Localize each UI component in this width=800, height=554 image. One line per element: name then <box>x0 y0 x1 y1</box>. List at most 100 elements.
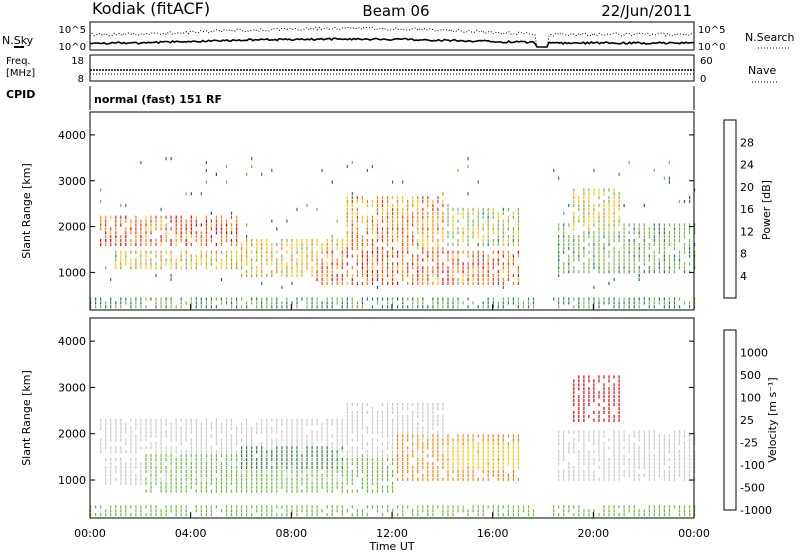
velocity-cell <box>371 410 374 414</box>
velocity-cell <box>276 505 278 509</box>
power-cell <box>492 239 494 243</box>
velocity-cell <box>583 379 585 383</box>
power-cell <box>261 270 263 274</box>
power-cell <box>387 305 389 309</box>
velocity-cell <box>266 485 268 489</box>
velocity-cell <box>573 399 575 403</box>
velocity-cell <box>462 446 464 450</box>
power-cell <box>412 231 414 235</box>
power-cell <box>658 235 660 239</box>
power-cell <box>663 262 665 266</box>
velocity-cell <box>311 465 313 470</box>
velocity-cell <box>125 513 127 517</box>
velocity-cell <box>210 454 212 458</box>
power-cell <box>311 246 313 250</box>
power-cell <box>643 223 645 227</box>
velocity-cell <box>105 446 107 450</box>
power-cell <box>225 180 228 184</box>
power-cell <box>663 176 665 180</box>
power-cell <box>598 227 600 231</box>
power-cell <box>583 188 585 192</box>
power-cell <box>236 239 238 243</box>
power-cell <box>477 305 479 309</box>
velocity-cell <box>281 446 283 450</box>
velocity-cell <box>351 414 353 418</box>
velocity-cell <box>663 450 665 454</box>
power-cell <box>125 227 127 231</box>
velocity-cell <box>663 477 665 481</box>
velocity-cell <box>588 454 590 458</box>
power-cell <box>140 231 142 235</box>
velocity-cell <box>261 462 263 466</box>
velocity-cell <box>246 454 248 458</box>
velocity-cell <box>261 458 263 462</box>
power-cell <box>155 242 157 247</box>
power-cell <box>422 227 424 231</box>
velocity-cell <box>678 473 681 477</box>
power-cell <box>160 262 162 266</box>
power-cell <box>653 301 655 305</box>
velocity-cell <box>628 505 630 509</box>
velocity-cell <box>361 465 363 470</box>
velocity-cell <box>150 430 152 434</box>
power-cell <box>588 305 590 309</box>
power-cell <box>633 297 635 301</box>
power-cell <box>427 270 429 274</box>
power-cell <box>517 219 519 223</box>
velocity-cell <box>125 465 127 470</box>
velocity-cell <box>160 446 162 450</box>
velocity-cell <box>371 477 374 481</box>
power-cell <box>256 305 258 309</box>
power-cell <box>492 258 494 262</box>
velocity-cell <box>573 410 575 414</box>
power-cell <box>130 301 132 305</box>
power-cell <box>180 215 182 219</box>
velocity-cell <box>477 446 479 450</box>
power-cell <box>361 281 363 285</box>
velocity-cell <box>402 406 404 411</box>
velocity-cell <box>452 469 454 474</box>
velocity-cell <box>230 481 233 485</box>
power-cell <box>155 262 157 266</box>
velocity-cell <box>291 509 293 513</box>
power-cell <box>321 281 323 285</box>
power-cell <box>663 235 665 239</box>
power-cell <box>361 219 363 223</box>
velocity-cell <box>492 513 494 517</box>
velocity-cell <box>402 434 404 438</box>
velocity-cell <box>115 434 117 438</box>
power-cell <box>351 246 353 250</box>
velocity-cell <box>140 505 142 509</box>
velocity-cell <box>502 477 504 481</box>
velocity-cell <box>497 438 499 442</box>
power-cell <box>145 239 147 243</box>
velocity-cell <box>512 454 514 458</box>
power-cell <box>402 200 404 204</box>
power-cell <box>517 239 519 243</box>
power-cell <box>140 235 142 239</box>
power-cell <box>251 242 253 247</box>
power-cell <box>502 285 504 289</box>
velocity-cell <box>170 434 172 438</box>
velocity-cell <box>507 509 509 513</box>
power-cell <box>477 254 479 258</box>
power-cell <box>598 266 600 270</box>
power-cell <box>598 231 600 235</box>
power-cell <box>402 305 404 309</box>
power-cell <box>376 207 379 211</box>
velocity-cell <box>155 442 157 446</box>
velocity-cell <box>160 454 162 458</box>
velocity-cell <box>175 485 177 489</box>
power-cell <box>185 239 187 243</box>
power-cell <box>236 305 238 309</box>
power-cell <box>673 223 676 227</box>
velocity-cell <box>351 481 353 485</box>
velocity-cell <box>155 418 157 422</box>
power-cell <box>442 262 444 266</box>
power-cell <box>623 223 625 227</box>
power-cell <box>220 266 223 270</box>
velocity-cell <box>407 454 409 458</box>
velocity-cell <box>266 513 268 517</box>
power-cell <box>286 297 288 301</box>
